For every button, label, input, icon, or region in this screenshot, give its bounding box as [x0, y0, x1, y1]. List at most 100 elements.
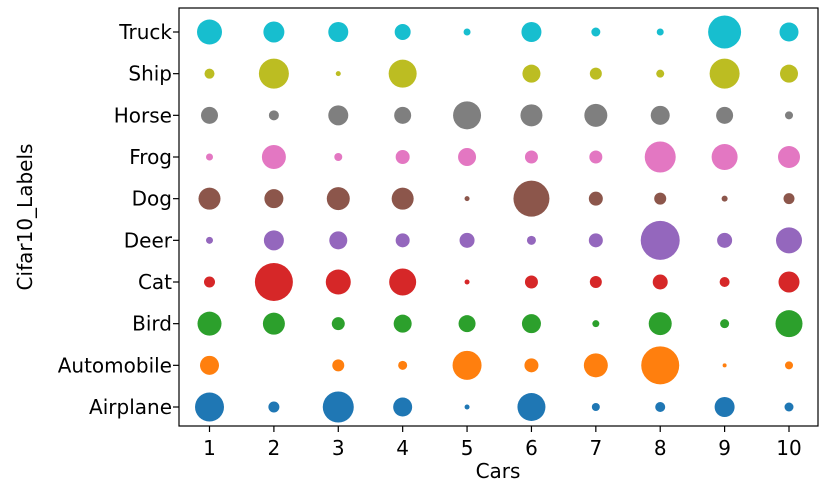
- bubble-automobile-4: [398, 360, 408, 370]
- y-axis-label: Cifar10_Labels: [13, 144, 37, 291]
- bubble-dog-2: [264, 189, 284, 209]
- bubble-bird-4: [393, 314, 412, 333]
- bubble-horse-9: [716, 106, 734, 124]
- bubble-airplane-3: [322, 391, 354, 423]
- bubble-bird-9: [720, 319, 730, 329]
- bubble-cat-1: [204, 276, 215, 288]
- bubble-horse-6: [520, 104, 543, 127]
- bubble-bird-8: [648, 312, 672, 336]
- bubble-ship-6: [522, 64, 541, 83]
- bubble-dog-7: [588, 191, 603, 206]
- bubble-frog-4: [395, 150, 410, 164]
- bubble-horse-4: [394, 106, 412, 124]
- bubble-bird-3: [331, 317, 345, 331]
- bubble-truck-2: [263, 21, 285, 43]
- bubble-deer-6: [526, 235, 536, 245]
- bubble-airplane-4: [393, 397, 413, 417]
- bubble-bird-1: [197, 311, 222, 336]
- bubble-horse-8: [650, 105, 670, 125]
- bubble-cat-4: [389, 268, 417, 296]
- bubble-cat-9: [719, 277, 730, 287]
- bubble-truck-10: [779, 22, 799, 42]
- bubble-airplane-8: [655, 402, 666, 412]
- bubble-cat-3: [325, 269, 351, 295]
- bubble-bird-5: [458, 315, 476, 333]
- bubble-truck-6: [521, 22, 542, 42]
- bubble-frog-3: [334, 153, 343, 161]
- bubble-automobile-1: [200, 355, 219, 375]
- bubble-frog-1: [206, 153, 213, 161]
- bubble-automobile-8: [641, 346, 680, 385]
- x-tick-label: 1: [203, 436, 216, 460]
- bubble-dog-3: [326, 187, 350, 211]
- bubble-truck-7: [591, 27, 601, 37]
- bubble-deer-2: [263, 230, 284, 251]
- x-tick-label: 6: [525, 436, 538, 460]
- x-tick-label: 3: [332, 436, 345, 460]
- bubble-airplane-10: [784, 402, 794, 412]
- bubble-ship-4: [388, 59, 417, 88]
- bubble-automobile-10: [785, 361, 793, 370]
- bubble-truck-1: [197, 19, 222, 45]
- bubble-automobile-7: [583, 353, 608, 378]
- bubble-horse-3: [328, 105, 349, 126]
- bubble-deer-3: [329, 231, 348, 250]
- y-tick-label: Horse: [114, 103, 172, 127]
- bubble-frog-5: [458, 148, 477, 166]
- bubble-ship-7: [589, 67, 602, 80]
- bubble-deer-8: [640, 220, 680, 260]
- bubble-cat-8: [652, 274, 668, 290]
- bubble-truck-4: [394, 24, 411, 40]
- x-axis-label: Cars: [476, 459, 521, 483]
- bubble-automobile-5: [452, 350, 482, 380]
- bubble-frog-9: [711, 144, 738, 170]
- bubble-horse-5: [453, 101, 482, 130]
- x-tick-label: 4: [396, 436, 409, 460]
- bubble-truck-9: [708, 15, 742, 49]
- bubble-airplane-9: [714, 397, 735, 417]
- x-tick-label: 7: [589, 436, 602, 460]
- bubble-bird-7: [592, 320, 600, 328]
- y-tick-label: Bird: [132, 312, 172, 336]
- y-tick-label: Ship: [128, 62, 172, 86]
- y-tick-label: Dog: [132, 187, 172, 211]
- bubble-truck-8: [656, 28, 664, 36]
- bubble-airplane-2: [268, 401, 280, 413]
- bubble-dog-8: [654, 192, 667, 205]
- bubble-truck-5: [463, 28, 471, 36]
- bubble-deer-9: [717, 232, 733, 248]
- bubble-airplane-6: [517, 393, 546, 421]
- bubble-airplane-5: [464, 404, 470, 410]
- bubble-automobile-3: [332, 359, 345, 372]
- bubble-frog-8: [644, 141, 676, 173]
- bubble-deer-7: [588, 233, 603, 248]
- bubble-deer-10: [776, 227, 802, 254]
- bubble-horse-2: [268, 110, 279, 121]
- bubble-bird-6: [521, 314, 541, 334]
- x-tick-label: 10: [776, 436, 801, 460]
- x-tick-label: 2: [268, 436, 281, 460]
- bubble-bird-2: [262, 312, 285, 335]
- y-axis: Airplane Automobile Bird Cat Deer Dog Frog Hors…: [58, 20, 179, 419]
- y-tick-label: Deer: [124, 228, 173, 252]
- y-tick-label: Automobile: [58, 353, 172, 377]
- bubble-ship-10: [780, 64, 798, 83]
- bubble-airplane-1: [195, 392, 224, 422]
- bubble-ship-2: [258, 58, 289, 89]
- bubble-horse-7: [584, 103, 608, 127]
- bubble-horse-1: [201, 106, 218, 124]
- bubble-dog-1: [198, 187, 221, 210]
- bubble-dog-6: [513, 180, 550, 217]
- bubble-cat-5: [464, 279, 470, 285]
- x-tick-label: 5: [461, 436, 474, 460]
- bubble-frog-10: [778, 146, 800, 168]
- bubble-dog-10: [783, 193, 795, 205]
- bubble-ship-1: [204, 68, 215, 79]
- bubble-frog-6: [524, 150, 538, 164]
- bubble-ship-9: [709, 58, 740, 89]
- y-tick-label: Airplane: [89, 395, 172, 419]
- x-axis: 1 2 3 4 5 6 7 8 9 10: [203, 426, 802, 460]
- bubble-automobile-9: [722, 363, 727, 368]
- bubble-deer-4: [395, 233, 410, 248]
- bubble-cat-10: [778, 271, 800, 293]
